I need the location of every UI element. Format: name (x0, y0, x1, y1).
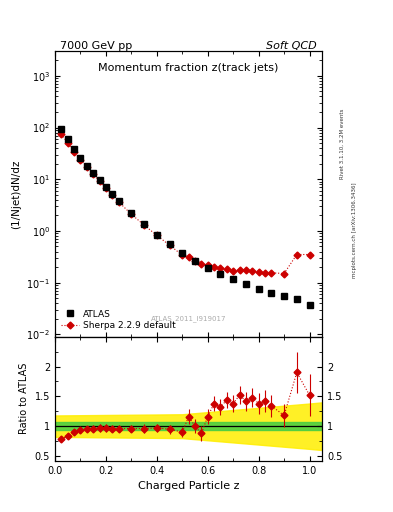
Legend: ATLAS, Sherpa 2.2.9 default: ATLAS, Sherpa 2.2.9 default (59, 308, 178, 332)
Text: Momentum fraction z(track jets): Momentum fraction z(track jets) (99, 62, 279, 73)
Text: 7000 GeV pp: 7000 GeV pp (61, 41, 132, 51)
Text: ATLAS_2011_I919017: ATLAS_2011_I919017 (151, 316, 226, 323)
Y-axis label: (1/Njet)dN/dz: (1/Njet)dN/dz (11, 159, 21, 229)
X-axis label: Charged Particle z: Charged Particle z (138, 481, 239, 491)
Text: Soft QCD: Soft QCD (266, 41, 317, 51)
Y-axis label: Ratio to ATLAS: Ratio to ATLAS (19, 363, 29, 434)
Text: mcplots.cern.ch [arXiv:1306.3436]: mcplots.cern.ch [arXiv:1306.3436] (352, 183, 357, 278)
Text: Rivet 3.1.10, 3.2M events: Rivet 3.1.10, 3.2M events (340, 108, 345, 179)
